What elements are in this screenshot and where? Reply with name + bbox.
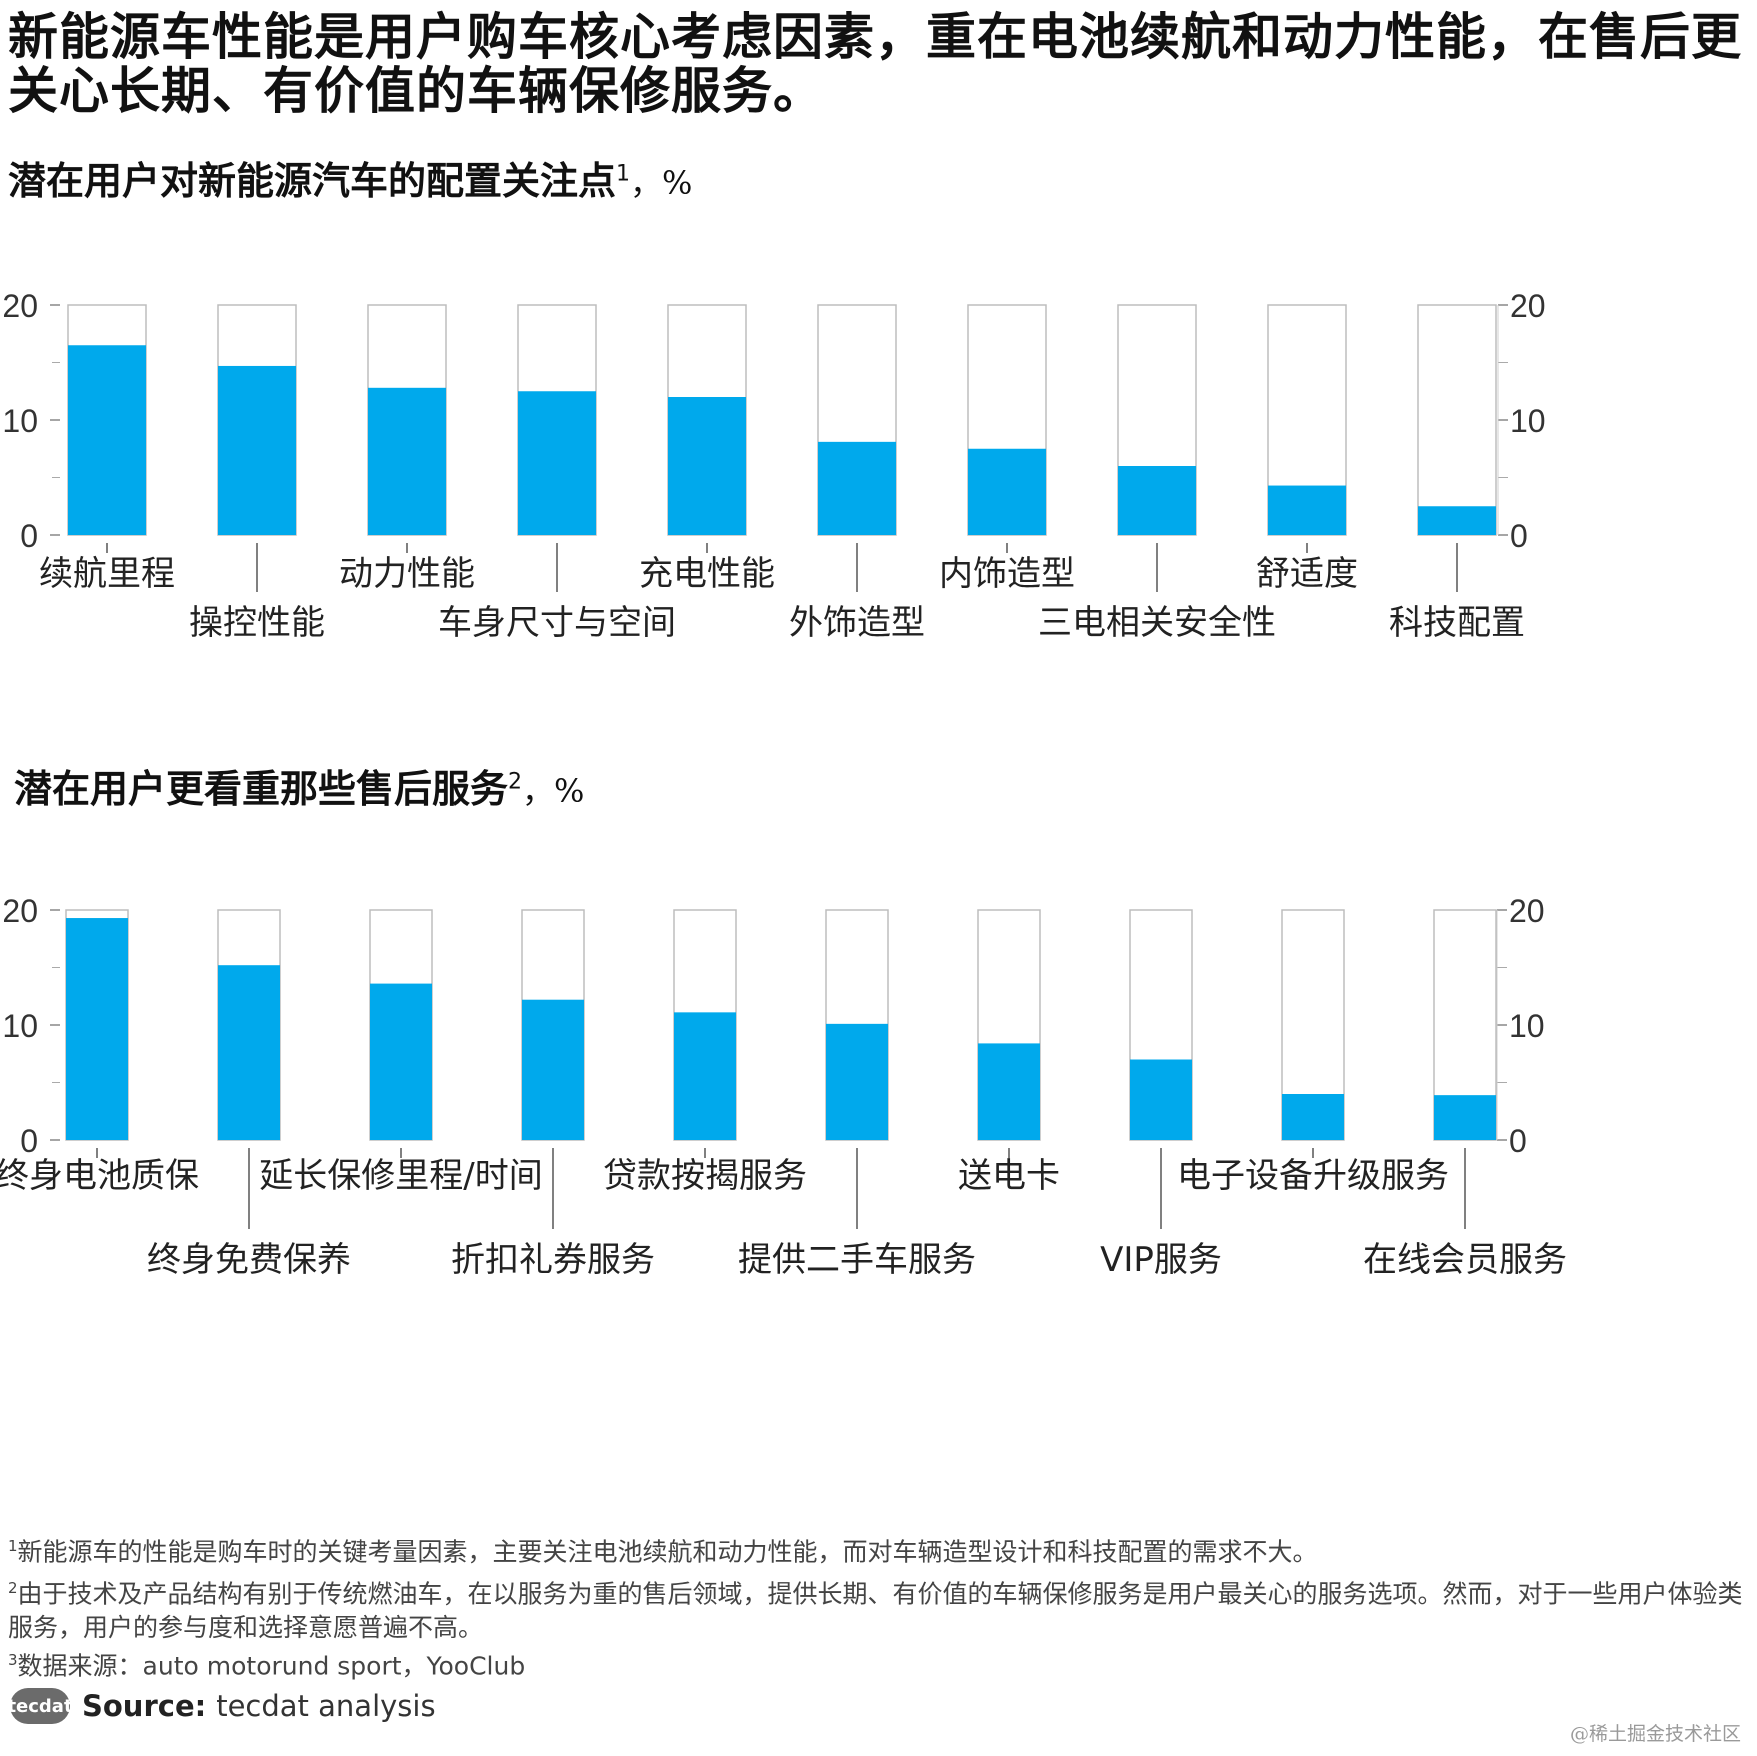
bar	[68, 345, 146, 535]
footnote-1: 1新能源车的性能是购车时的关键考量因素，主要关注电池续航和动力性能，而对车辆造型…	[8, 1537, 1318, 1567]
bar	[968, 448, 1046, 535]
category-label: 在线会员服务	[1363, 1240, 1567, 1280]
bar	[1282, 1094, 1344, 1140]
chart1-title: 潜在用户对新能源汽车的配置关注点1，%	[8, 150, 692, 205]
bar	[826, 1023, 888, 1140]
y-tick-label-right: 20	[1509, 893, 1545, 929]
bar	[1434, 1095, 1496, 1140]
category-label: 车身尺寸与空间	[438, 603, 676, 643]
y-tick-label-left: 0	[20, 518, 38, 554]
category-label: 折扣礼券服务	[451, 1240, 655, 1280]
category-label: 动力性能	[339, 554, 475, 594]
y-tick-label-right: 10	[1510, 403, 1546, 439]
bar	[518, 391, 596, 535]
bar	[66, 918, 128, 1140]
category-label: 终身电池质保	[0, 1156, 199, 1196]
bar	[674, 1012, 736, 1140]
category-label: 舒适度	[1256, 554, 1358, 594]
category-label: 送电卡	[958, 1156, 1060, 1196]
chart1-title-text: 潜在用户对新能源汽车的配置关注点	[8, 159, 617, 203]
footnote-2: 2由于技术及产品结构有别于传统燃油车，在以服务为重的售后领域，提供长期、有价值的…	[8, 1579, 1743, 1642]
category-label: 充电性能	[639, 554, 775, 594]
bar	[368, 387, 446, 535]
category-label: 操控性能	[189, 603, 325, 643]
chart2-title-unit: ，%	[522, 772, 585, 810]
bar-frame	[1417, 304, 1497, 536]
bar	[218, 965, 280, 1140]
category-label: 内饰造型	[939, 554, 1075, 594]
y-tick-label-right: 0	[1510, 518, 1528, 554]
bar	[668, 397, 746, 535]
bar	[1268, 485, 1346, 535]
bar	[370, 983, 432, 1140]
bar	[1130, 1059, 1192, 1140]
y-tick-label-left: 0	[20, 1123, 38, 1159]
watermark: @稀土掘金技术社区	[1569, 1723, 1741, 1745]
tecdat-logo: tecdat	[7, 1688, 73, 1724]
category-label: VIP服务	[1100, 1240, 1222, 1280]
chart2-title: 潜在用户更看重那些售后服务2，%	[14, 758, 584, 813]
category-label: 电子设备升级服务	[1177, 1156, 1449, 1196]
footnote-3: 3数据来源：auto motorund sport，YooClub	[8, 1650, 526, 1680]
y-tick-label-right: 20	[1510, 288, 1546, 324]
category-label: 科技配置	[1389, 603, 1525, 643]
page-headline: 新能源车性能是用户购车核心考虑因素，重在电池续航和动力性能，在售后更关心长期、有…	[8, 8, 1742, 120]
category-label: 终身免费保养	[147, 1240, 351, 1280]
footnotes: 1新能源车的性能是购车时的关键考量因素，主要关注电池续航和动力性能，而对车辆造型…	[8, 1530, 1748, 1682]
bar	[218, 365, 296, 535]
category-label: 贷款按揭服务	[603, 1156, 807, 1196]
bar	[522, 999, 584, 1140]
category-label: 延长保修里程/时间	[259, 1156, 542, 1196]
source-text: tecdat analysis	[216, 1689, 436, 1723]
chart2-title-text: 潜在用户更看重那些售后服务	[14, 767, 509, 811]
y-tick-label-left: 20	[2, 288, 38, 324]
bar	[1418, 506, 1496, 535]
source-label: Source:	[82, 1689, 207, 1723]
y-tick-label-left: 20	[2, 893, 38, 929]
category-label: 外饰造型	[789, 603, 925, 643]
source-line: tecdat Source: tecdat analysis	[7, 1684, 436, 1728]
y-tick-label-right: 10	[1509, 1008, 1545, 1044]
category-label: 提供二手车服务	[738, 1240, 976, 1280]
bar	[1118, 466, 1196, 535]
bar	[978, 1043, 1040, 1140]
category-label: 三电相关安全性	[1038, 603, 1276, 643]
bar	[818, 441, 896, 535]
category-label: 续航里程	[39, 554, 175, 594]
y-tick-label-left: 10	[2, 1008, 38, 1044]
y-tick-label-right: 0	[1509, 1123, 1527, 1159]
chart2-title-sup: 2	[508, 769, 523, 795]
chart1-title-sup: 1	[616, 161, 631, 187]
y-tick-label-left: 10	[2, 403, 38, 439]
chart1-title-unit: ，%	[630, 164, 693, 202]
